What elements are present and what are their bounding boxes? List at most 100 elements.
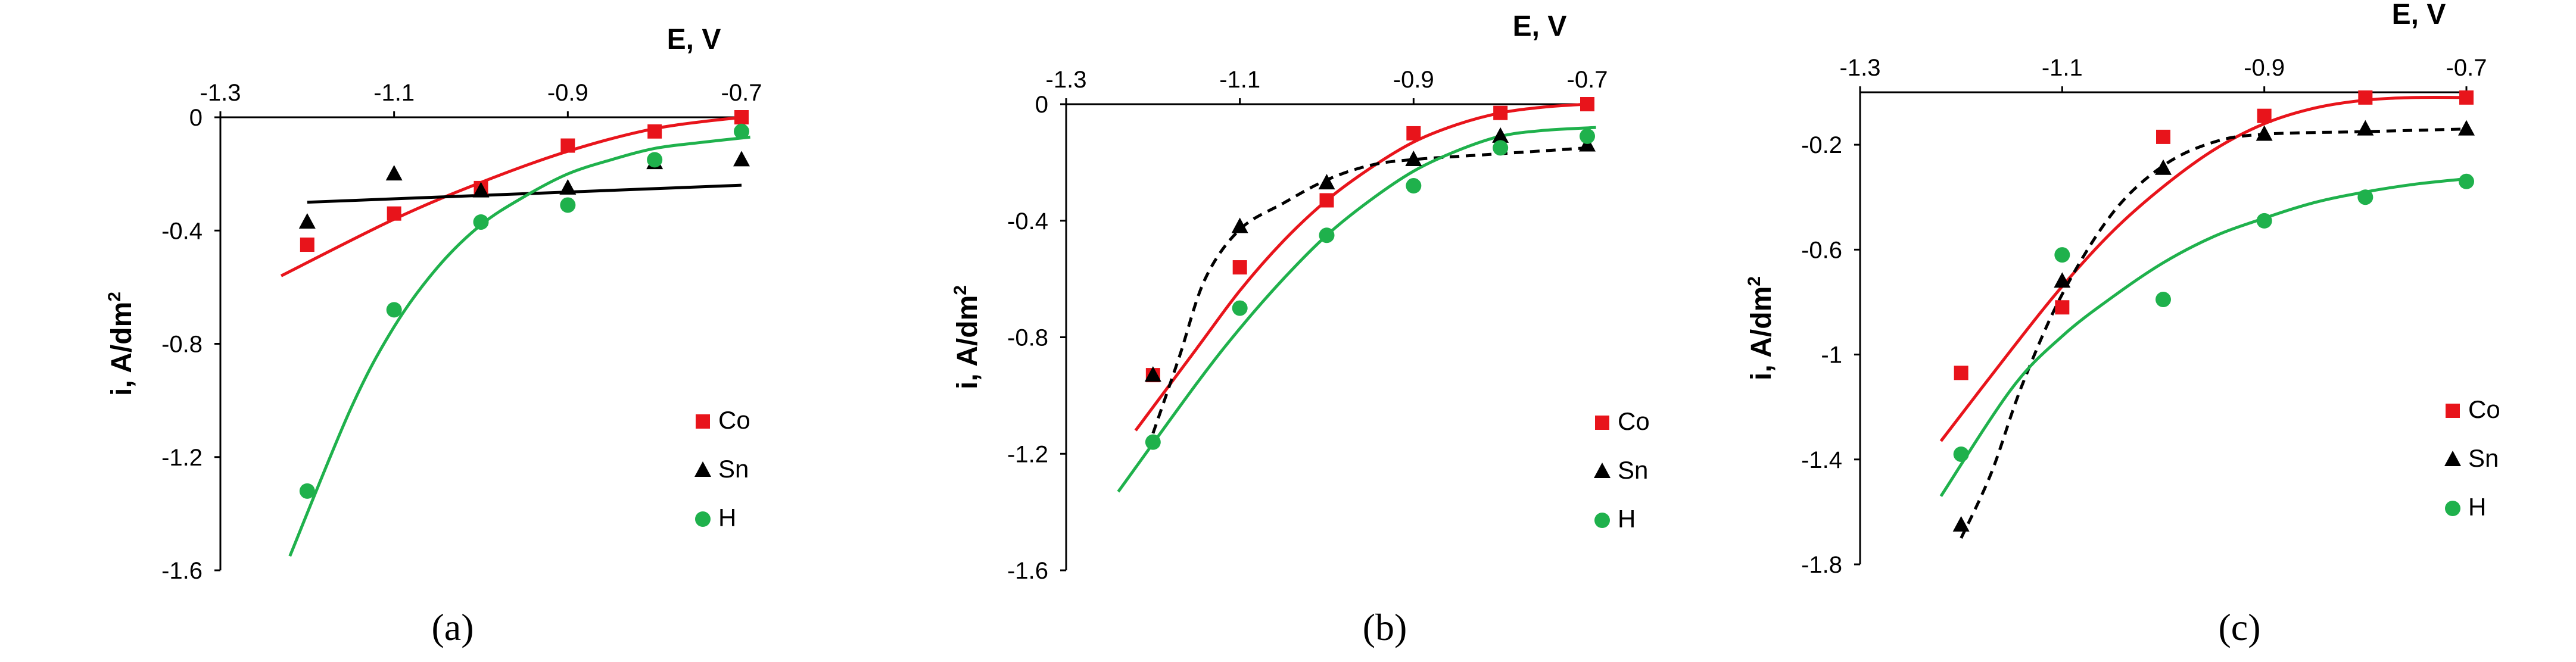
data-point-sn (472, 182, 490, 198)
data-point-sn (559, 179, 577, 195)
chart-panel-2: -1.3 -1.1 -0.9 -0.7 0 -0.4 -0.8 -1.2 -1.6 E, V i, … (951, 11, 1650, 648)
panel-label: (b) (1363, 606, 1407, 648)
data-point-sn (2458, 120, 2475, 136)
data-point-h (734, 123, 749, 139)
data-point-h (2459, 173, 2474, 189)
y-axis-title-text: i, A/dm (952, 295, 983, 389)
legend-label-co: Co (1618, 407, 1650, 435)
data-point-co (1954, 366, 1968, 380)
y-axis-title-superscript: 2 (105, 292, 124, 302)
legend-marker-co (696, 414, 710, 429)
legend-marker-h (2445, 501, 2460, 516)
legend-label-sn: Sn (718, 455, 749, 483)
x-tick-label: -1.3 (200, 80, 241, 106)
y-tick-label: -1.2 (1007, 441, 1048, 467)
data-point-h (1319, 227, 1335, 243)
chart-panel-3: -1.3 -1.1 -0.9 -0.7 -0.2 -0.6 -1 -1.4 -1.8 E, V i,… (1745, 0, 2500, 648)
y-axis-title-text: i, A/dm (106, 302, 138, 396)
data-point-h (1953, 446, 1969, 462)
x-tick-label: -0.9 (1393, 67, 1434, 93)
x-tick-label: -1.1 (373, 80, 415, 106)
legend-label-sn: Sn (1618, 456, 1648, 484)
data-point-sn (2357, 120, 2374, 136)
data-point-h (647, 152, 663, 168)
data-point-co (1319, 193, 1334, 208)
data-point-co (2055, 300, 2070, 315)
y-axis-title-superscript: 2 (951, 285, 970, 295)
data-point-co (2358, 90, 2373, 105)
data-point-sn (1318, 174, 1335, 190)
data-point-co (734, 110, 749, 124)
data-point-h (1406, 178, 1422, 194)
data-point-h (2256, 213, 2272, 229)
y-axis-title: i, A/dm2 (1745, 276, 1777, 380)
data-point-co (300, 238, 314, 252)
data-point-h (299, 483, 315, 499)
chart-panel-1: -1.3 -1.1 -0.9 -0.7 0 -0.4 -0.8 -1.2 -1.6 E, V i, … (105, 24, 762, 648)
y-tick-label: -1.6 (1007, 558, 1048, 584)
data-point-h (1580, 128, 1595, 144)
trend-line-sn (1960, 127, 2467, 539)
data-point-sn (1492, 127, 1509, 143)
y-tick-label: -0.4 (161, 218, 203, 244)
data-point-h (2054, 247, 2070, 263)
trend-line-sn (1151, 146, 1588, 434)
x-tick-label: -1.1 (1219, 67, 1260, 93)
data-point-h (1493, 140, 1509, 156)
legend-label-co: Co (2468, 395, 2500, 423)
data-point-co (647, 124, 662, 139)
x-tick-label: -1.3 (1046, 67, 1087, 93)
y-axis-title-text: i, A/dm (1746, 286, 1777, 380)
data-point-co (2156, 129, 2170, 144)
data-point-co (2459, 90, 2474, 105)
legend-label-h: H (2468, 493, 2486, 521)
x-tick-label: -1.1 (2042, 55, 2083, 81)
data-point-co (1406, 126, 1421, 140)
trend-line-sn (307, 183, 742, 204)
data-point-co (560, 138, 575, 153)
data-point-co (2257, 108, 2272, 123)
data-point-sn (2054, 272, 2071, 288)
legend-label-sn: Sn (2468, 444, 2499, 472)
x-tick-label: -0.7 (721, 80, 762, 106)
legend-marker-co (1595, 416, 1609, 430)
y-tick-label: -0.4 (1007, 208, 1048, 235)
data-point-sn (1144, 366, 1161, 382)
data-point-sn (1952, 516, 1970, 532)
legend-label-h: H (1618, 505, 1636, 533)
data-point-co (387, 206, 401, 221)
x-tick-label: -0.9 (547, 80, 588, 106)
data-point-co (1493, 105, 1508, 120)
y-axis-title: i, A/dm2 (951, 285, 983, 389)
data-point-h (2156, 292, 2171, 308)
data-point-co (1232, 260, 1247, 275)
y-tick-label: -1 (1821, 342, 1842, 369)
panel-label: (c) (2218, 606, 2260, 648)
trend-line-h (288, 135, 750, 557)
data-point-sn (733, 151, 750, 167)
panel-label: (a) (431, 606, 474, 648)
y-tick-label: -1.4 (1801, 447, 1842, 473)
data-point-h (1145, 434, 1161, 450)
x-tick-label: -0.7 (2446, 55, 2487, 81)
x-tick-label: -0.7 (1567, 67, 1608, 93)
data-point-h (560, 197, 576, 213)
y-axis-title-superscript: 2 (1745, 276, 1764, 286)
legend: Co Sn H (1594, 407, 1650, 533)
y-axis-title: i, A/dm2 (105, 292, 138, 396)
trend-line-h (1117, 126, 1596, 493)
data-point-sn (1405, 150, 1422, 166)
legend-marker-sn (694, 461, 711, 477)
y-tick-label: -0.2 (1801, 132, 1842, 158)
y-tick-label: -0.8 (1007, 325, 1048, 351)
legend-marker-sn (2444, 451, 2461, 466)
y-tick-label: -1.8 (1801, 552, 1842, 578)
y-tick-label: 0 (189, 105, 203, 131)
data-point-h (473, 214, 489, 230)
y-tick-label: -0.6 (1801, 237, 1842, 263)
y-tick-label: 0 (1035, 92, 1048, 118)
legend: Co Sn H (694, 406, 750, 532)
legend: Co Sn H (2444, 395, 2500, 521)
legend-marker-co (2446, 404, 2460, 418)
